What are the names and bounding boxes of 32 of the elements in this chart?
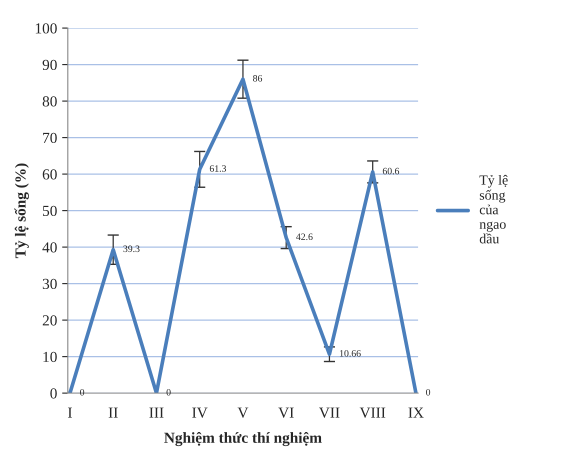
- x-tick-label: VIII: [360, 408, 386, 418]
- x-tick-label: IV: [192, 408, 208, 418]
- data-label: 42.6: [296, 234, 313, 240]
- legend-label: Tỷ lệ sống của ngao dầu: [480, 174, 508, 244]
- y-tick-label: 40: [42, 242, 57, 253]
- y-axis-title: Tỷ lệ sống (%): [14, 164, 29, 258]
- y-tick-label: 70: [43, 132, 57, 144]
- data-label: 39.3: [123, 246, 140, 252]
- y-tick-label: 80: [42, 96, 57, 107]
- data-label: 0: [80, 388, 84, 396]
- x-tick-label: IX: [408, 408, 424, 418]
- x-tick-label: I: [68, 408, 72, 418]
- y-tick-label: 50: [42, 206, 57, 216]
- data-label: 0: [166, 388, 171, 396]
- y-tick-label: 30: [42, 278, 57, 290]
- data-label: 86: [253, 75, 262, 82]
- x-tick-label: V: [238, 408, 248, 418]
- y-tick-label: 60: [42, 169, 57, 180]
- data-label: 0: [426, 388, 430, 396]
- x-tick-label: II: [108, 408, 118, 418]
- x-tick-label: VII: [319, 408, 340, 418]
- data-label: 10.66: [340, 350, 361, 357]
- y-tick-label: 10: [43, 352, 57, 362]
- y-tick-label: 20: [42, 315, 57, 326]
- data-label: 61.3: [210, 165, 226, 172]
- data-label: 60.6: [382, 168, 400, 174]
- y-tick-label: 90: [42, 60, 57, 70]
- x-axis-title: Nghiệm thức thí nghiệm: [164, 432, 322, 446]
- y-tick-label: 100: [36, 23, 57, 34]
- x-tick-label: VI: [278, 408, 294, 418]
- x-tick-label: III: [149, 408, 164, 418]
- y-tick-label: 0: [50, 388, 57, 399]
